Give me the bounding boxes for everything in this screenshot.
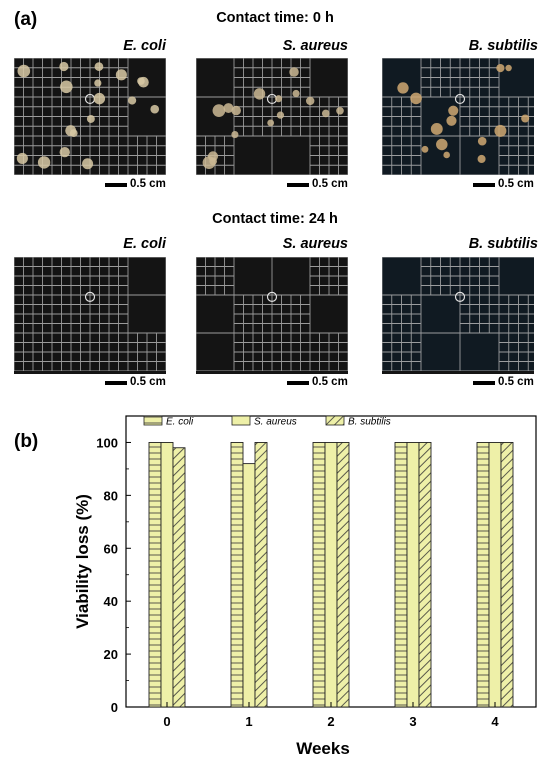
x-tick-label: 4 — [491, 714, 499, 729]
y-axis-label: Viability loss (%) — [73, 494, 92, 629]
bar-0-2 — [312, 442, 326, 708]
bar-0-0 — [148, 442, 162, 708]
scale-label: 0.5 cm — [312, 178, 348, 190]
legend-label-1: S. aureus — [254, 417, 297, 428]
y-tick-label: 0 — [111, 700, 118, 715]
bar-2-2 — [336, 442, 350, 708]
bar-1-2 — [324, 442, 338, 708]
scale-bar — [105, 183, 127, 187]
row-0-heading: Contact time: 0 h — [216, 10, 334, 26]
scale-bar — [287, 183, 309, 187]
legend-swatch-1 — [231, 415, 251, 426]
bar-1-4 — [488, 442, 502, 708]
row-1-species-2: B. subtilis — [468, 236, 538, 252]
scale-bar — [287, 381, 309, 385]
plate-24h-bsubtilis — [382, 257, 534, 374]
scale-label: 0.5 cm — [130, 178, 166, 190]
plate-0h-saureus — [196, 58, 348, 175]
bar-1-0 — [160, 442, 174, 708]
x-tick-label: 2 — [327, 714, 334, 729]
y-tick-label: 80 — [104, 488, 118, 503]
panel-b-label: (b) — [14, 431, 39, 452]
row-1-species-0: E. coli — [123, 236, 166, 252]
bar-0-3 — [394, 442, 408, 708]
bar-0-1 — [230, 442, 244, 708]
bar-0-4 — [476, 442, 490, 708]
scale-label: 0.5 cm — [498, 376, 534, 388]
scale-label: 0.5 cm — [312, 376, 348, 388]
row-0-species-1: S. aureus — [282, 38, 348, 54]
x-tick-label: 1 — [245, 714, 252, 729]
scale-label: 0.5 cm — [498, 178, 534, 190]
bar-1-3 — [406, 442, 420, 708]
scale-bar — [473, 183, 495, 187]
y-tick-label: 20 — [104, 647, 118, 662]
row-0-species-0: E. coli — [123, 38, 166, 54]
plate-0h-ecoli — [14, 58, 166, 175]
panel-a-label: (a) — [14, 9, 38, 30]
legend-swatch-0 — [143, 415, 163, 426]
scale-bar — [473, 381, 495, 385]
row-0-species-2: B. subtilis — [468, 38, 538, 54]
bar-1-1 — [242, 463, 256, 708]
bar-2-0 — [172, 447, 186, 708]
legend-swatch-2 — [325, 415, 345, 426]
legend-label-0: E. coli — [166, 417, 194, 428]
x-tick-label: 0 — [163, 714, 170, 729]
bar-2-1 — [254, 442, 268, 708]
plate-24h-ecoli — [14, 257, 166, 374]
plate-0h-bsubtilis — [382, 58, 534, 175]
legend-label-2: B. subtilis — [348, 417, 391, 428]
viability-chart: 0 20 40 60 80 100 0 1 2 3 4 E. coli S. aureus B. subt… — [73, 415, 537, 758]
bar-2-4 — [500, 442, 514, 708]
plate-24h-saureus — [196, 257, 348, 374]
row-1-species-1: S. aureus — [282, 236, 348, 252]
y-tick-label: 60 — [104, 541, 118, 556]
scale-bar — [105, 381, 127, 385]
scale-label: 0.5 cm — [130, 376, 166, 388]
x-axis-label: Weeks — [296, 739, 350, 758]
x-tick-label: 3 — [409, 714, 416, 729]
y-tick-label: 100 — [96, 435, 118, 450]
bar-2-3 — [418, 442, 432, 708]
row-1-heading: Contact time: 24 h — [212, 211, 338, 227]
y-tick-label: 40 — [104, 594, 118, 609]
